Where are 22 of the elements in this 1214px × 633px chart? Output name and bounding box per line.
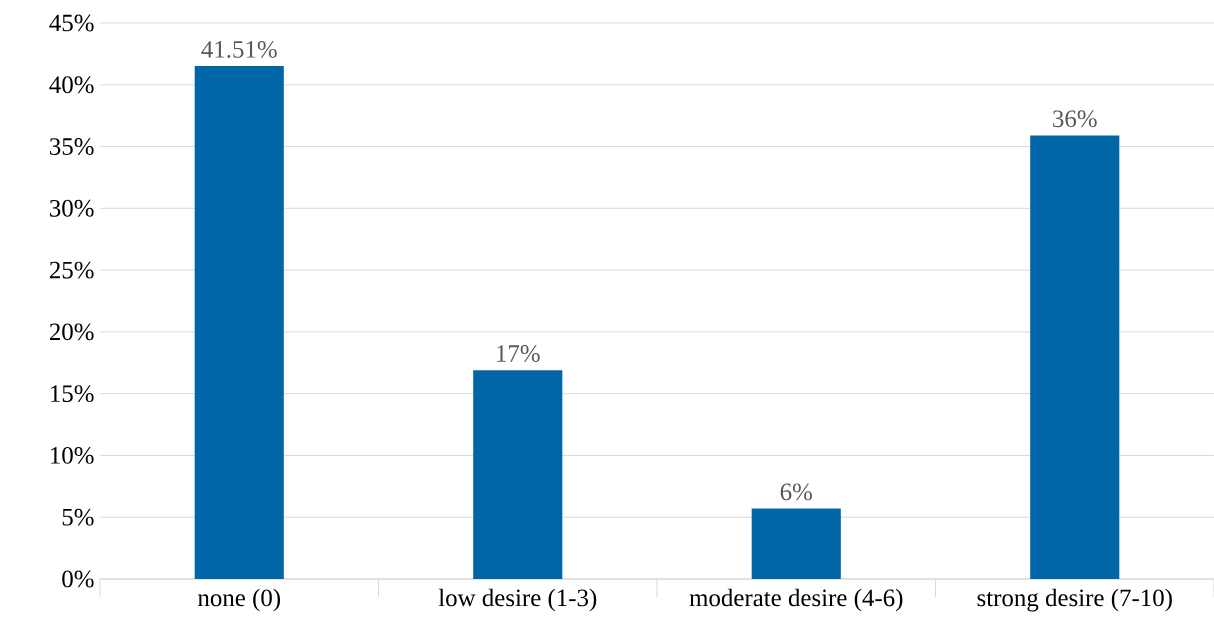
data-label: 6% <box>780 483 812 501</box>
bar <box>751 508 841 579</box>
bar <box>473 370 563 579</box>
data-label: 17% <box>497 345 540 362</box>
y-tick-label: 20% <box>49 323 94 341</box>
y-tick-label: 30% <box>50 199 94 217</box>
bar <box>194 66 284 579</box>
y-tick-label: 45% <box>49 14 94 32</box>
y-tick-label: 5% <box>62 508 94 526</box>
y-tick-label: 10% <box>51 446 94 464</box>
y-tick-label: 35% <box>50 138 94 155</box>
data-label: 36% <box>1053 110 1097 128</box>
y-tick-label: 15% <box>51 385 94 403</box>
x-tick-label: none (0) <box>197 588 281 612</box>
y-tick-label: 25% <box>49 261 94 279</box>
x-tick-label: moderate desire (4-6) <box>689 588 903 612</box>
x-tick-label: low desire (1-3) <box>438 588 597 612</box>
data-label: 41.51% <box>201 40 277 58</box>
bar <box>1030 135 1120 579</box>
y-tick-label: 40% <box>49 76 94 94</box>
y-tick-label: 0% <box>62 570 94 588</box>
x-tick-label: strong desire (7-10) <box>977 588 1172 612</box>
